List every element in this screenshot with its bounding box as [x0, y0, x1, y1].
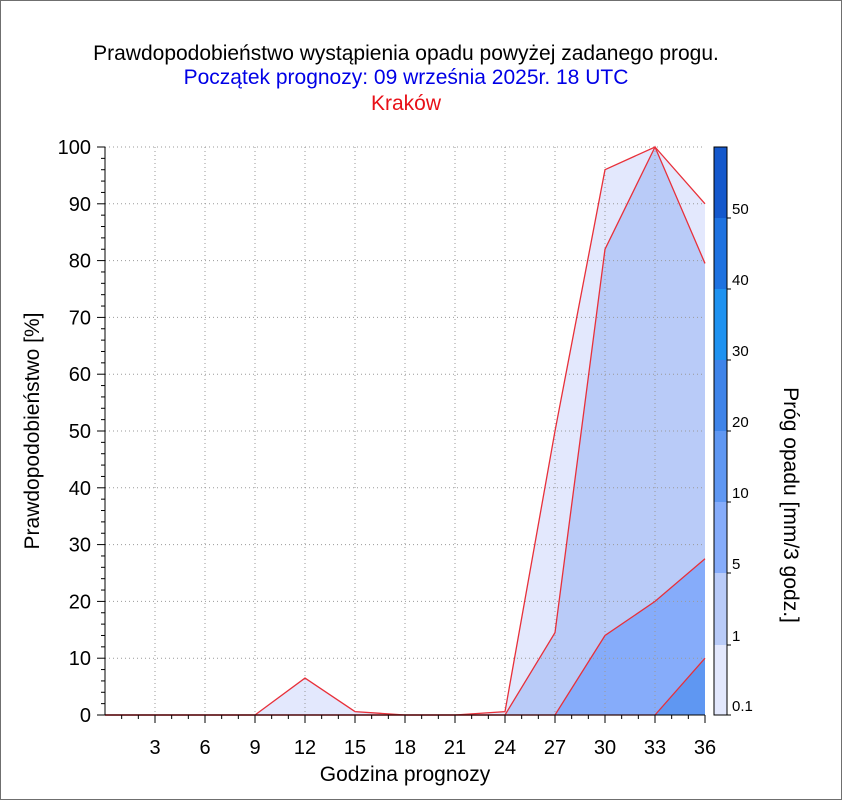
x-tick-label: 24 [494, 737, 516, 759]
x-tick-label: 9 [249, 737, 260, 759]
x-tick-label: 12 [294, 737, 316, 759]
chart-title: Prawdopodobieństwo wystąpienia opadu pow… [93, 42, 719, 65]
grid-layer [105, 146, 705, 715]
colorbar-tick-label: 40 [732, 272, 749, 289]
y-tick-label: 50 [69, 421, 91, 443]
colorbar-tick-label: 5 [732, 556, 740, 573]
x-tick-label: 33 [644, 737, 666, 759]
colorbar-band [714, 645, 727, 715]
colorbar-band [714, 289, 727, 360]
y-tick-label: 20 [69, 591, 91, 613]
x-tick-label: 27 [544, 737, 566, 759]
chart-subtitle: Początek prognozy: 09 września 2025r. 18… [183, 66, 629, 89]
colorbar-band [714, 218, 727, 289]
y-axis-label: Prawdopodobieństwo [%] [21, 313, 44, 550]
y-tick-label: 30 [69, 535, 91, 557]
x-tick-label: 30 [594, 737, 616, 759]
colorbar-label: Próg opadu [mm/3 godz.] [779, 387, 802, 623]
colorbar-tick-label: 10 [732, 485, 749, 502]
colorbar-band [714, 573, 727, 645]
colorbar-tick-label: 30 [732, 343, 749, 360]
y-tick-label: 80 [69, 251, 91, 273]
y-tick-label: 90 [69, 194, 91, 216]
x-axis-label: Godzina prognozy [320, 763, 491, 786]
x-tick-label: 3 [149, 737, 160, 759]
colorbar-tick-label: 1 [732, 628, 740, 645]
colorbar-tick-label: 0.1 [732, 698, 753, 715]
colorbar-band [714, 502, 727, 573]
x-tick-label: 21 [444, 737, 466, 759]
area-threshold-5 [105, 558, 705, 715]
colorbar-tick-label: 50 [732, 201, 749, 218]
colorbar-band [714, 147, 727, 218]
y-tick-label: 0 [80, 705, 91, 727]
area-threshold-0.1 [105, 147, 705, 715]
x-tick-label: 36 [694, 737, 716, 759]
y-tick-label: 40 [69, 478, 91, 500]
x-tick-label: 6 [199, 737, 210, 759]
colorbar-band [714, 360, 727, 431]
y-tick-label: 100 [58, 137, 91, 159]
x-tick-label: 15 [344, 737, 366, 759]
x-tick-label: 18 [394, 737, 416, 759]
colorbar-band [714, 431, 727, 502]
y-tick-label: 60 [69, 364, 91, 386]
colorbar: 0.1 1 5 10 20 30 40 50 [713, 146, 753, 716]
y-tick-label: 70 [69, 307, 91, 329]
y-tick-label: 10 [69, 648, 91, 670]
colorbar-tick-label: 20 [732, 414, 749, 431]
chart-location: Kraków [370, 92, 442, 115]
